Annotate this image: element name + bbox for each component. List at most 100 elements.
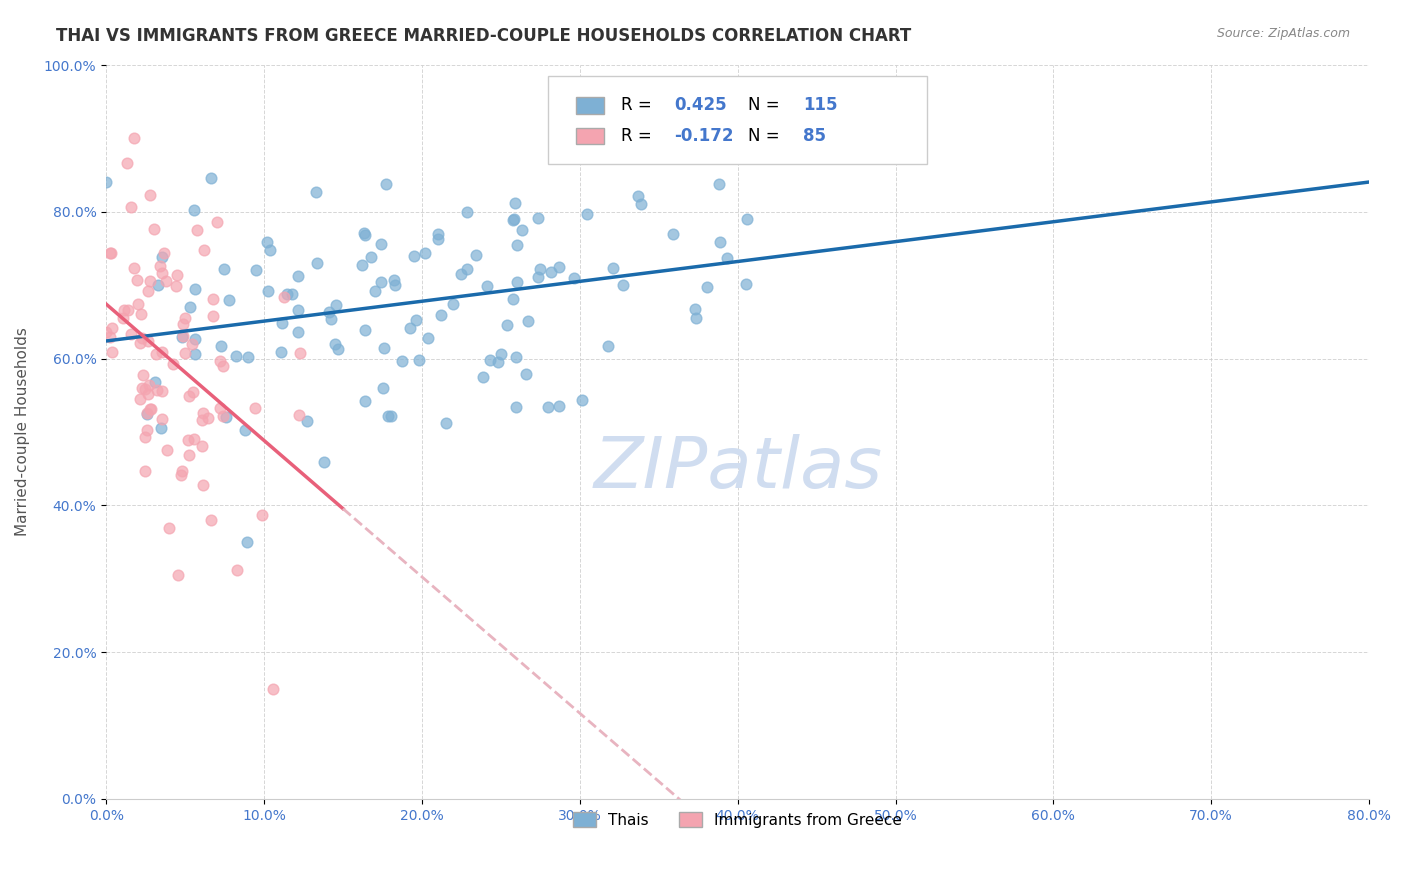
Point	[122, 260, 145, 275]
Point	[128, 336, 150, 351]
Point	[96, 326, 118, 340]
Text: Source: ZipAtlas.com: Source: ZipAtlas.com	[1216, 27, 1350, 40]
FancyBboxPatch shape	[576, 97, 603, 113]
Point	[627, 188, 650, 202]
Point	[547, 260, 569, 275]
Point	[441, 297, 464, 311]
Point	[183, 203, 205, 218]
Point	[157, 521, 180, 535]
Point	[120, 327, 142, 342]
Point	[101, 345, 124, 359]
Point	[527, 211, 550, 225]
Point	[211, 409, 233, 424]
Point	[233, 423, 256, 437]
Point	[184, 347, 207, 361]
Point	[305, 256, 328, 270]
Point	[402, 249, 425, 263]
Point	[716, 251, 738, 265]
Point	[190, 439, 212, 453]
Point	[145, 383, 167, 397]
Legend: Thais, Immigrants from Greece: Thais, Immigrants from Greece	[565, 804, 910, 835]
Point	[259, 243, 281, 257]
Point	[98, 330, 121, 344]
Point	[475, 279, 498, 293]
Point	[709, 177, 731, 191]
Point	[111, 311, 134, 326]
Text: N =: N =	[748, 128, 785, 145]
Point	[319, 311, 342, 326]
Point	[373, 380, 395, 394]
Point	[612, 278, 634, 293]
Point	[218, 293, 240, 307]
Point	[270, 344, 292, 359]
FancyBboxPatch shape	[548, 76, 927, 164]
Point	[661, 227, 683, 241]
Point	[374, 177, 396, 191]
Point	[380, 409, 402, 423]
Point	[506, 276, 529, 290]
Point	[256, 235, 278, 249]
Point	[370, 275, 392, 289]
Point	[486, 355, 509, 369]
Point	[515, 368, 537, 382]
Point	[399, 321, 422, 335]
Point	[506, 238, 529, 252]
Point	[709, 235, 731, 250]
Point	[496, 318, 519, 333]
Point	[602, 261, 624, 276]
Point	[129, 307, 152, 321]
Point	[287, 268, 309, 283]
Point	[262, 681, 284, 696]
Point	[529, 261, 551, 276]
Point	[236, 535, 259, 549]
Point	[197, 411, 219, 425]
Point	[326, 342, 349, 356]
Point	[184, 282, 207, 296]
Point	[132, 368, 155, 383]
Point	[170, 467, 193, 482]
Point	[250, 508, 273, 523]
Point	[136, 284, 159, 298]
Point	[152, 411, 174, 425]
Point	[134, 382, 156, 396]
Point	[150, 384, 173, 398]
Point	[373, 341, 395, 355]
Point	[150, 345, 173, 359]
Point	[526, 270, 548, 285]
Point	[243, 401, 266, 416]
Point	[505, 400, 527, 414]
Point	[167, 567, 190, 582]
Point	[456, 262, 478, 277]
Point	[735, 277, 758, 291]
Point	[117, 302, 139, 317]
Point	[215, 409, 238, 424]
Point	[183, 332, 205, 346]
Point	[201, 309, 224, 323]
Point	[503, 196, 526, 211]
Point	[276, 286, 298, 301]
Point	[193, 478, 215, 492]
Point	[377, 409, 399, 423]
Point	[287, 325, 309, 339]
Point	[177, 389, 200, 403]
Point	[155, 274, 177, 288]
Point	[181, 337, 204, 351]
Point	[205, 214, 228, 228]
Point	[426, 227, 449, 241]
Text: R =: R =	[621, 128, 658, 145]
Point	[510, 222, 533, 236]
Y-axis label: Married-couple Households: Married-couple Households	[15, 327, 30, 536]
Point	[287, 303, 309, 318]
Point	[146, 277, 169, 292]
Point	[502, 292, 524, 306]
Point	[245, 263, 267, 277]
Point	[288, 346, 311, 360]
Point	[139, 402, 162, 417]
Point	[177, 433, 200, 447]
Point	[212, 262, 235, 277]
Point	[384, 277, 406, 292]
Point	[547, 400, 569, 414]
Point	[136, 387, 159, 401]
Point	[225, 350, 247, 364]
Point	[212, 359, 235, 374]
